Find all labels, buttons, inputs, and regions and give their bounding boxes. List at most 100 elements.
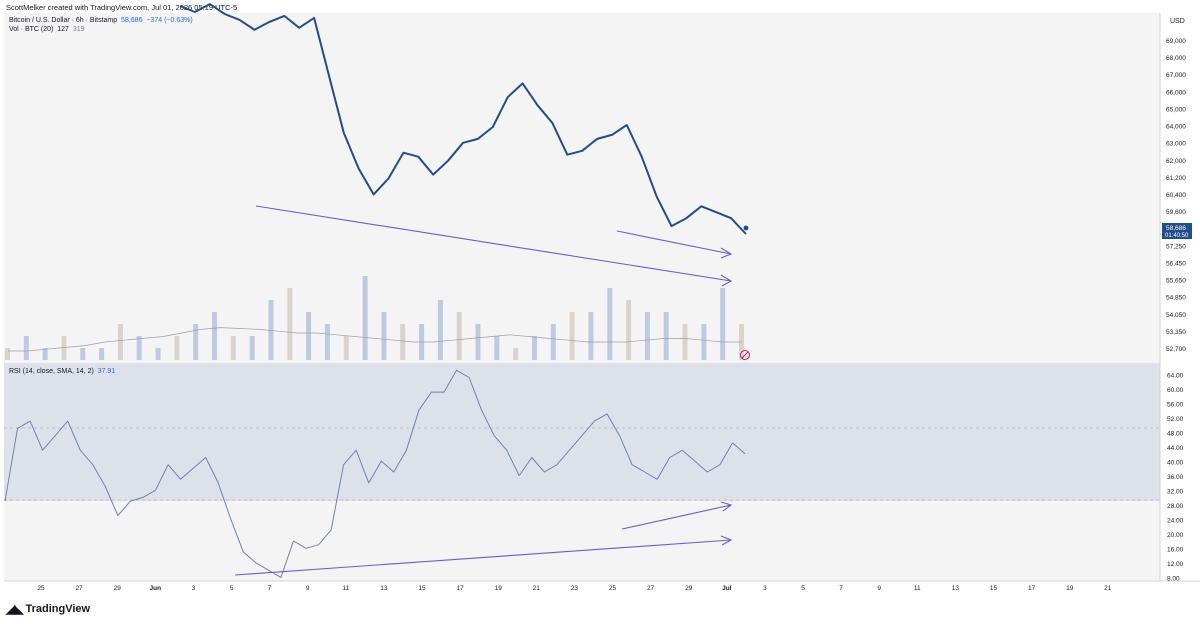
rsi-band xyxy=(4,363,1160,501)
volume-bar xyxy=(23,336,29,360)
volume-bar xyxy=(230,336,236,360)
time-tick-label: 5 xyxy=(230,585,234,592)
rsi-tick-label: 24.00 xyxy=(1167,518,1184,525)
rsi-tick-label: 36.00 xyxy=(1167,474,1184,481)
legend-volume[interactable]: Vol · BTC (20) 127 319 xyxy=(9,26,85,33)
volume-bar xyxy=(268,300,274,360)
replay-icon xyxy=(740,350,750,360)
time-tick-label: 15 xyxy=(418,585,426,592)
time-tick-label: 9 xyxy=(877,585,881,592)
volume-bar xyxy=(155,348,161,360)
bar-countdown: 01:40:50 xyxy=(1165,233,1189,239)
rsi-tick-label: 32.00 xyxy=(1167,489,1184,496)
volume-bar xyxy=(136,336,142,360)
volume-bar xyxy=(61,336,67,360)
volume-bar xyxy=(569,312,575,360)
volume-ma-line xyxy=(8,327,742,352)
currency-label: USD xyxy=(1170,18,1185,25)
price-tick-label: 60,400 xyxy=(1166,192,1186,199)
volume-bar xyxy=(80,348,86,360)
rsi-tick-label: 48.00 xyxy=(1167,431,1184,438)
time-tick-label: 21 xyxy=(533,585,541,592)
volume-bar xyxy=(400,324,406,360)
rsi-tick-label: 16.00 xyxy=(1167,547,1184,554)
time-tick-label: 19 xyxy=(1066,585,1074,592)
volume-bar xyxy=(381,312,387,360)
time-tick-label: 29 xyxy=(114,585,122,592)
rsi-tick-label: 56.00 xyxy=(1167,402,1184,409)
legend-rsi[interactable]: RSI (14, close, SMA, 14, 2) 37.91 xyxy=(9,368,115,375)
volume-bar xyxy=(626,300,632,360)
price-tick-label: 53,350 xyxy=(1166,329,1186,336)
price-tick-label: 65,000 xyxy=(1166,106,1186,113)
last-price-dot xyxy=(743,225,749,231)
volume-bar xyxy=(343,336,349,360)
volume-bar xyxy=(174,336,180,360)
symbol-name: Bitcoin / U.S. Dollar · 6h · Bitstamp xyxy=(9,17,118,24)
time-tick-label: 9 xyxy=(306,585,310,592)
rsi-tick-label: 52.00 xyxy=(1167,416,1184,423)
time-tick-label: 5 xyxy=(801,585,805,592)
time-tick-label: 3 xyxy=(192,585,196,592)
volume-bar xyxy=(494,336,500,360)
rsi-tick-label: 28.00 xyxy=(1167,503,1184,510)
price-tick-label: 67,000 xyxy=(1166,72,1186,79)
rsi-tick-label: 8.00 xyxy=(1167,576,1180,583)
volume-bar xyxy=(99,348,105,360)
price-axis-ticks: 69,000 68,000 67,000 66,000 65,000 64,000 63,0… xyxy=(1166,38,1186,353)
time-tick-label: 13 xyxy=(952,585,960,592)
time-tick-label: 13 xyxy=(380,585,388,592)
price-tick-label: 54,850 xyxy=(1166,295,1186,302)
tradingview-logo[interactable]: ◢◣ TradingView xyxy=(6,602,90,616)
time-tick-label: 17 xyxy=(456,585,464,592)
time-tick-label: 29 xyxy=(685,585,693,592)
time-tick-label: 15 xyxy=(990,585,998,592)
volume-bar xyxy=(287,288,293,360)
time-tick-label: 7 xyxy=(268,585,272,592)
price-tick-label: 54,050 xyxy=(1166,312,1186,319)
volume-bar xyxy=(456,312,462,360)
volume-bar xyxy=(249,336,255,360)
time-tick-label: 25 xyxy=(37,585,45,592)
time-tick-label: Jun xyxy=(150,585,162,592)
volume-bar xyxy=(117,324,123,360)
time-tick-label: 27 xyxy=(647,585,655,592)
attribution-text: ScottMelker created with TradingView.com… xyxy=(6,3,238,12)
rsi-divergence-arrow-1 xyxy=(621,501,733,530)
last-price: 58,686 xyxy=(121,17,143,24)
price-tick-label: 66,000 xyxy=(1166,89,1186,96)
price-tick-label: 68,000 xyxy=(1166,55,1186,62)
volume-bar xyxy=(532,336,537,360)
price-tick-label: 69,000 xyxy=(1166,38,1186,45)
price-tick-label: 64,000 xyxy=(1166,124,1186,131)
volume-bar xyxy=(212,312,217,360)
volume-bars xyxy=(5,276,744,360)
rsi-label: RSI (14, close, SMA, 14, 2) xyxy=(9,368,94,375)
volume-label: Vol · BTC (20) xyxy=(9,26,54,33)
time-tick-label: 19 xyxy=(495,585,503,592)
rsi-line xyxy=(4,369,746,578)
rsi-value: 37.91 xyxy=(97,368,116,375)
time-tick-label: 11 xyxy=(342,585,349,592)
volume-bar xyxy=(513,348,519,360)
volume-bar xyxy=(663,312,669,360)
last-price-value: 58,686 xyxy=(1166,225,1186,232)
volume-value: 127 xyxy=(57,26,69,33)
time-tick-label: 21 xyxy=(1104,585,1112,592)
volume-bar xyxy=(588,312,594,360)
volume-bar xyxy=(5,348,10,360)
time-tick-label: 17 xyxy=(1028,585,1036,592)
time-tick-label: 3 xyxy=(763,585,767,592)
time-tick-label: 25 xyxy=(609,585,617,592)
tradingview-logo-text: TradingView xyxy=(25,603,91,615)
price-tick-label: 62,000 xyxy=(1166,158,1186,165)
legend-price[interactable]: Bitcoin / U.S. Dollar · 6h · Bitstamp 58… xyxy=(9,17,193,24)
volume-bar xyxy=(42,348,48,360)
volume-ma-value: 319 xyxy=(72,26,85,33)
volume-bar xyxy=(306,312,312,360)
time-tick-label: 23 xyxy=(571,585,579,592)
time-axis-ticks: 25 27 29 Jun 3 5 7 9 11 13 15 17 19 21 23 25 27 29 Jul 3 5 7 9… xyxy=(37,585,1111,592)
price-tick-label: 61,200 xyxy=(1166,175,1186,182)
price-change: −374 (−0.63%) xyxy=(146,17,193,24)
